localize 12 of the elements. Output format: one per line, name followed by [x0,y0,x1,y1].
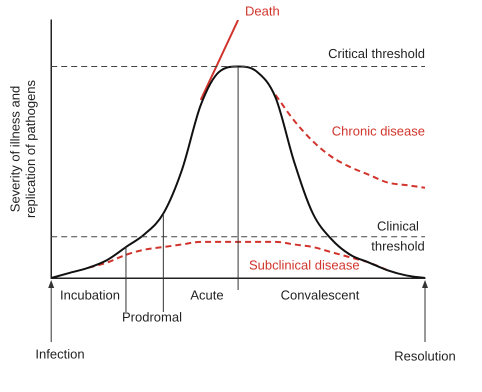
text: Convalescent [280,288,360,303]
y-axis-title: Severity of illness and replication of pathogens [7,79,38,218]
series-label: Death [245,4,280,19]
text: Resolution [394,348,456,364]
text: Infection [35,346,85,362]
series-label: Chronic disease [332,124,425,139]
ref-line-label: Clinical threshold [371,218,425,254]
text: Incubation [60,288,120,303]
text: Acute [190,288,224,303]
ref-line-label: Critical threshold [328,46,425,62]
text: Prodromal [122,310,182,325]
series-label: Subclinical disease [249,258,360,273]
